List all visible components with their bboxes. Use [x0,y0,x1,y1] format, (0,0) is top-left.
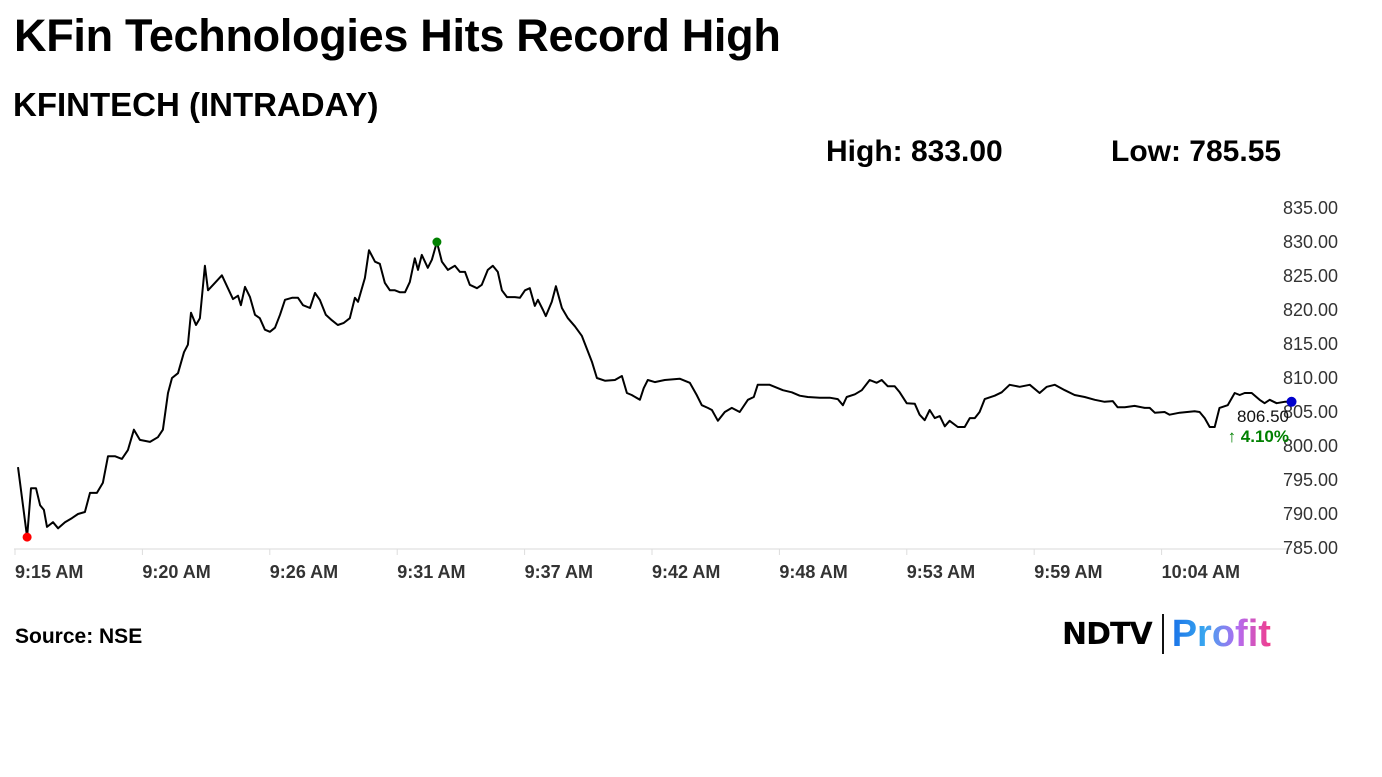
x-tick-label: 9:15 AM [15,562,83,582]
x-tick-label: 9:20 AM [142,562,210,582]
y-tick-label: 790.00 [1283,504,1338,524]
logo-ndtv: NDTV [1062,616,1153,652]
y-tick-label: 785.00 [1283,538,1338,558]
up-arrow-icon: ↑ [1228,427,1241,446]
x-tick-label: 9:48 AM [779,562,847,582]
high-marker [432,237,442,247]
last-price-marker [1286,396,1297,407]
price-line [17,241,1292,539]
low-marker [22,532,32,542]
x-tick-label: 9:37 AM [525,562,593,582]
x-tick-label: 9:42 AM [652,562,720,582]
x-tick-label: 9:31 AM [397,562,465,582]
y-tick-label: 830.00 [1283,232,1338,252]
y-tick-label: 835.00 [1283,198,1338,218]
change-label: ↑ 4.10% [1228,427,1289,446]
y-tick-label: 815.00 [1283,334,1338,354]
day-low: Low: 785.55 [1111,135,1282,168]
x-tick-label: 9:53 AM [907,562,975,582]
y-tick-label: 810.00 [1283,368,1338,388]
y-tick-label: 825.00 [1283,266,1338,286]
x-tick-label: 10:04 AM [1162,562,1240,582]
x-tick-label: 9:26 AM [270,562,338,582]
y-tick-label: 820.00 [1283,300,1338,320]
x-tick-label: 9:59 AM [1034,562,1102,582]
last-price-label: 806.50 [1237,407,1289,426]
change-value: 4.10% [1241,427,1289,446]
y-tick-label: 805.00 [1283,402,1338,422]
day-high: High: 833.00 [826,135,1003,168]
source-note: Source: NSE [15,625,143,648]
y-tick-label: 795.00 [1283,470,1338,490]
chart-headline: KFin Technologies Hits Record High [14,10,781,61]
ndtv-profit-logo: NDTV Profit [1062,612,1271,656]
logo-profit: Profit [1171,612,1271,655]
logo-divider [1161,614,1164,654]
chart-subtitle: KFINTECH (INTRADAY) [13,86,379,123]
y-tick-label: 800.00 [1283,436,1338,456]
